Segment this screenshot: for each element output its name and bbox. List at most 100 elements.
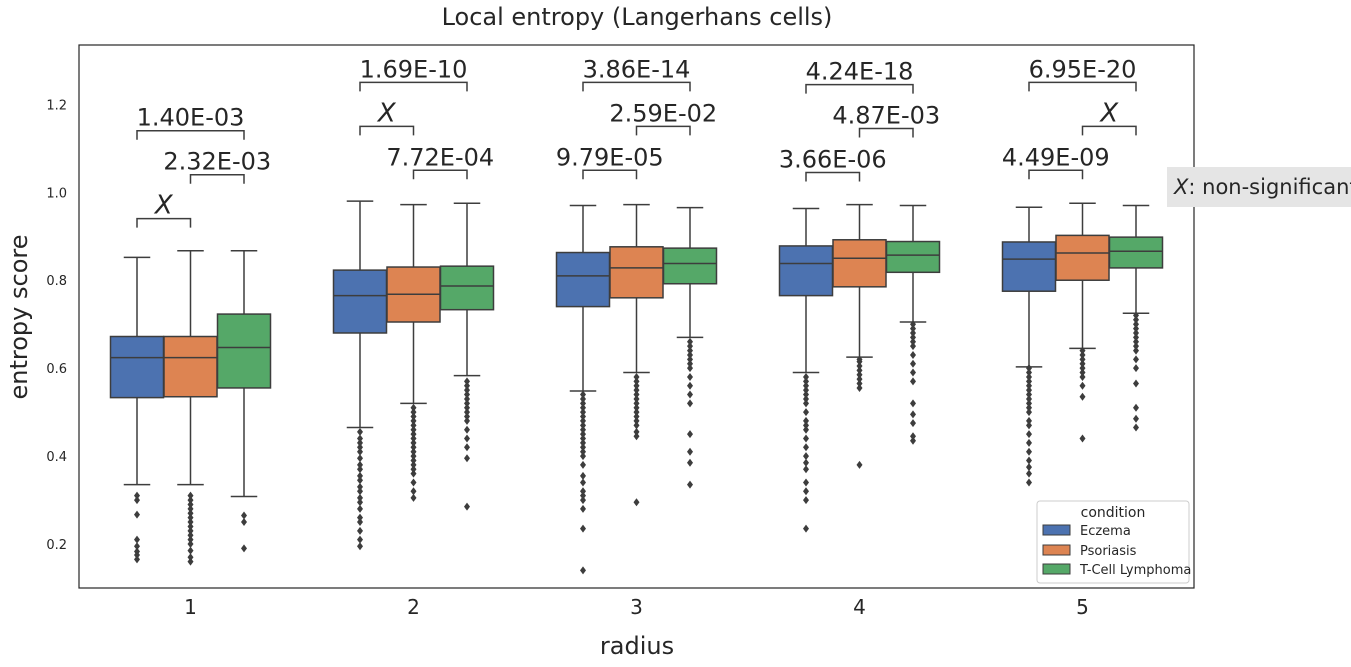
bracket-line: [189, 173, 245, 184]
p-value-label: 1.69E-10: [360, 55, 468, 83]
legend-box: [1036, 500, 1190, 584]
outlier-point: [1026, 421, 1032, 430]
outlier-point: [410, 469, 417, 478]
outlier-point: [1079, 381, 1086, 390]
outlier-point: [357, 493, 363, 502]
bracket-line: [1081, 125, 1137, 136]
bracket-line: [582, 169, 638, 180]
bracket-line: [635, 125, 691, 136]
non-significant-label: X: [153, 191, 174, 221]
outlier-point: [357, 434, 363, 443]
outlier-point: [410, 452, 417, 461]
outlier-point: [357, 465, 363, 474]
outlier-point: [1026, 377, 1032, 386]
outlier-point: [803, 487, 809, 496]
outlier-point: [803, 421, 809, 430]
outlier-point: [910, 333, 916, 342]
outlier-point: [241, 544, 247, 553]
outlier-point: [633, 421, 640, 430]
outlier-point: [803, 425, 809, 434]
outlier-point: [803, 458, 809, 467]
outlier-point: [580, 412, 586, 421]
outlier-point: [357, 498, 363, 507]
box-iqr: [832, 239, 887, 288]
outlier-point: [580, 491, 586, 500]
box-iqr: [216, 313, 272, 389]
outlier-point: [687, 337, 693, 346]
outlier-point: [1079, 364, 1086, 373]
outlier-point: [856, 355, 863, 364]
outlier-point: [580, 408, 586, 417]
note-symbol: X: [1173, 175, 1189, 199]
significance-bracket: X: [136, 191, 192, 228]
p-value-label: 3.66E-06: [779, 146, 887, 174]
x-tick-label: 1: [184, 595, 197, 619]
outlier-point: [856, 379, 863, 388]
x-axis-label: radius: [600, 632, 674, 660]
legend-swatch-eczema: [1042, 524, 1071, 536]
outlier-point: [187, 557, 194, 566]
box-eczema-radius-4: [778, 207, 834, 533]
outlier-point: [187, 491, 194, 500]
outlier-point: [1133, 328, 1139, 337]
chart-title: Local entropy (Langerhans cells): [442, 3, 833, 31]
outlier-point: [410, 438, 417, 447]
outlier-point: [580, 471, 586, 480]
outlier-point: [410, 416, 417, 425]
outlier-point: [910, 432, 916, 441]
outlier-point: [856, 460, 863, 469]
outlier-point: [1079, 346, 1086, 355]
significance-bracket: 2.59E-02: [609, 99, 717, 136]
outlier-point: [134, 542, 140, 551]
outlier-point: [134, 535, 140, 544]
outlier-point: [410, 430, 417, 439]
outlier-point: [580, 394, 586, 403]
significance-bracket: 7.72E-04: [386, 143, 494, 180]
outlier-point: [803, 377, 809, 386]
outlier-point: [1133, 337, 1139, 346]
outlier-point: [1026, 381, 1032, 390]
outlier-point: [464, 399, 470, 408]
outlier-point: [580, 504, 586, 513]
outlier-point: [910, 337, 916, 346]
bracket-line: [582, 81, 691, 92]
significance-bracket: 9.79E-05: [556, 143, 664, 180]
outlier-point: [803, 399, 809, 408]
outlier-point: [464, 377, 470, 386]
outlier-point: [187, 535, 194, 544]
outlier-point: [1026, 469, 1032, 478]
outlier-point: [410, 421, 417, 430]
outlier-point: [633, 498, 640, 507]
outlier-point: [856, 375, 863, 384]
outlier-point: [464, 454, 470, 463]
box-eczema-radius-1: [109, 256, 165, 564]
outlier-point: [1079, 350, 1086, 359]
outlier-point: [187, 540, 194, 549]
outlier-point: [856, 361, 863, 370]
outlier-point: [357, 518, 363, 527]
outlier-point: [1026, 364, 1032, 373]
outlier-point: [357, 482, 363, 491]
outlier-point: [1133, 379, 1139, 388]
p-value-label: 4.24E-18: [806, 58, 914, 86]
outlier-point: [464, 425, 470, 434]
outlier-point: [187, 500, 194, 509]
outlier-point: [803, 372, 809, 381]
outlier-point: [580, 421, 586, 430]
outlier-point: [1133, 355, 1139, 364]
outlier-point: [187, 513, 194, 522]
outlier-point: [580, 416, 586, 425]
outlier-point: [410, 412, 417, 421]
outlier-point: [357, 526, 363, 535]
significance-bracket: 4.49E-09: [1002, 143, 1110, 180]
box-iqr: [109, 335, 165, 399]
outlier-point: [633, 403, 640, 412]
outlier-point: [803, 465, 809, 474]
outlier-point: [1133, 423, 1139, 432]
x-tick-label: 4: [853, 595, 866, 619]
outlier-point: [580, 390, 586, 399]
outlier-point: [580, 447, 586, 456]
outlier-point: [633, 386, 640, 395]
outlier-point: [1026, 372, 1032, 381]
